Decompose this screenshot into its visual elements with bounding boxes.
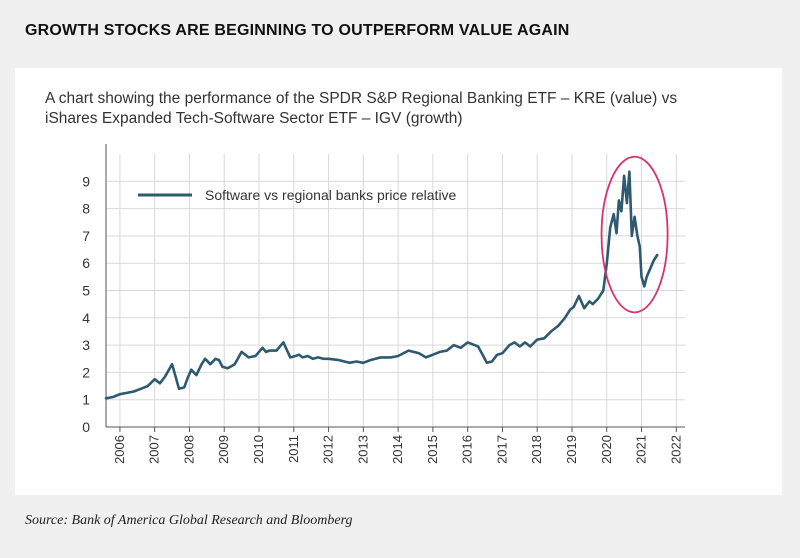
y-tick-label: 2	[82, 364, 90, 380]
y-tick-label: 0	[82, 419, 90, 435]
y-tick-label: 7	[82, 228, 90, 244]
source-note: Source: Bank of America Global Research …	[25, 513, 353, 528]
series-lines	[104, 170, 659, 400]
y-tick-label: 5	[82, 283, 90, 299]
y-tick-label: 1	[82, 392, 90, 408]
x-tick-label: 2013	[355, 435, 370, 464]
x-tick-label: 2016	[460, 435, 475, 464]
x-tick-label: 2006	[112, 435, 127, 464]
x-tick-label: 2008	[181, 435, 196, 464]
x-tick-label: 2019	[564, 435, 579, 464]
axes	[105, 144, 685, 432]
x-tick-label: 2018	[529, 435, 544, 464]
chart-panel: A chart showing the performance of the S…	[15, 68, 782, 495]
x-tick-label: 2009	[216, 435, 231, 464]
x-tick-label: 2021	[634, 435, 649, 464]
chart-legend: Software vs regional banks price relativ…	[138, 187, 457, 203]
chart-heading: GROWTH STOCKS ARE BEGINNING TO OUTPERFOR…	[25, 22, 570, 39]
y-tick-label: 6	[82, 255, 90, 271]
y-tick-label: 3	[82, 337, 90, 353]
legend-label: Software vs regional banks price relativ…	[205, 187, 457, 203]
y-tick-label: 4	[82, 310, 90, 326]
x-tick-label: 2014	[390, 435, 405, 464]
y-tick-label: 8	[82, 201, 90, 217]
x-tick-label: 2020	[599, 435, 614, 464]
x-tick-label: 2012	[321, 435, 336, 464]
chart-subtitle: A chart showing the performance of the S…	[45, 90, 678, 127]
highlight-circle	[600, 155, 669, 314]
series-line	[104, 170, 659, 400]
y-tick-labels: 0 1 2 3 4 5 6 7 8 9	[82, 173, 90, 435]
x-tick-label: 2017	[494, 435, 509, 464]
x-tick-label: 2007	[147, 435, 162, 464]
grid-lines	[106, 154, 685, 427]
x-tick-label: 2010	[251, 435, 266, 464]
x-tick-label: 2011	[286, 435, 301, 463]
x-tick-labels: 2006 2007 2008 2009 2010 2011 2012 2013 2014 2015…	[112, 435, 683, 464]
x-tick-label: 2015	[425, 435, 440, 464]
annotations	[600, 155, 669, 314]
x-tick-label: 2022	[668, 435, 683, 464]
y-tick-label: 9	[82, 173, 90, 189]
